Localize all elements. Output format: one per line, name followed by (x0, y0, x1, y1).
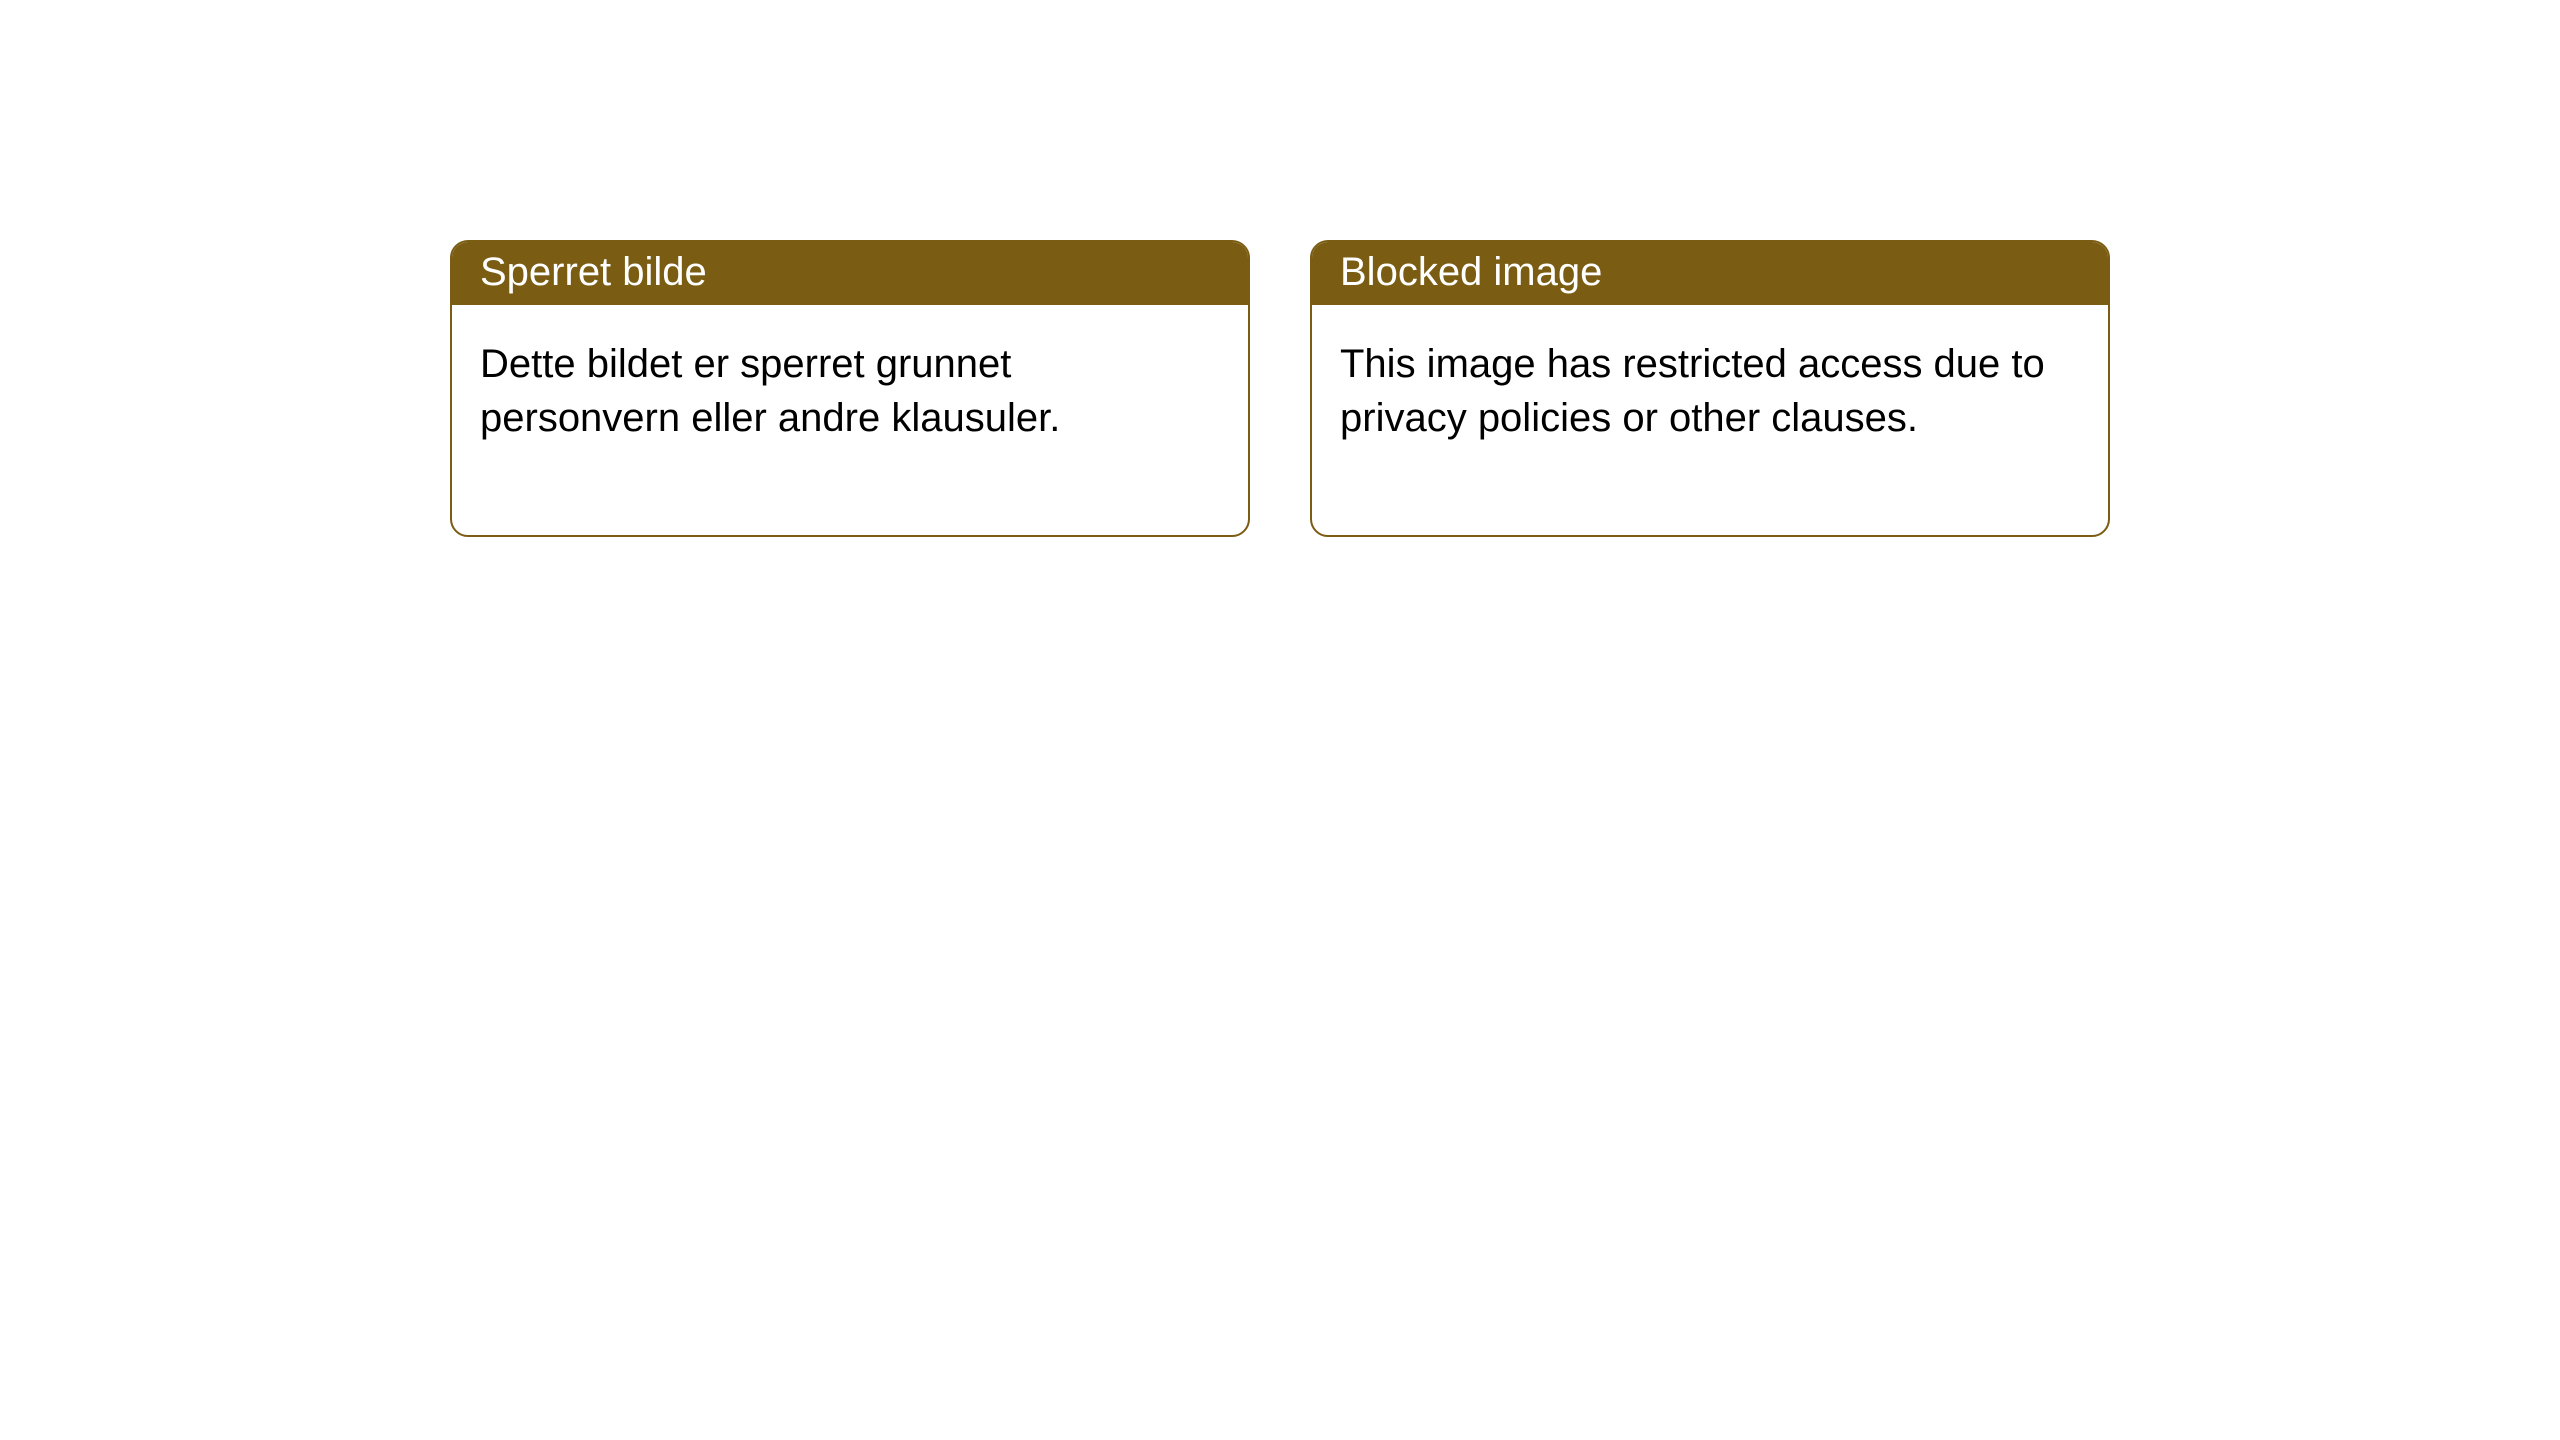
notice-body: This image has restricted access due to … (1312, 305, 2108, 535)
notice-header: Sperret bilde (452, 242, 1248, 305)
notice-title: Sperret bilde (480, 250, 707, 294)
notice-header: Blocked image (1312, 242, 2108, 305)
notice-panel-norwegian: Sperret bilde Dette bildet er sperret gr… (450, 240, 1250, 537)
notice-body: Dette bildet er sperret grunnet personve… (452, 305, 1248, 535)
notice-panel-english: Blocked image This image has restricted … (1310, 240, 2110, 537)
notice-title: Blocked image (1340, 250, 1602, 294)
notice-container: Sperret bilde Dette bildet er sperret gr… (0, 0, 2560, 537)
notice-message: Dette bildet er sperret grunnet personve… (480, 342, 1060, 440)
notice-message: This image has restricted access due to … (1340, 342, 2045, 440)
